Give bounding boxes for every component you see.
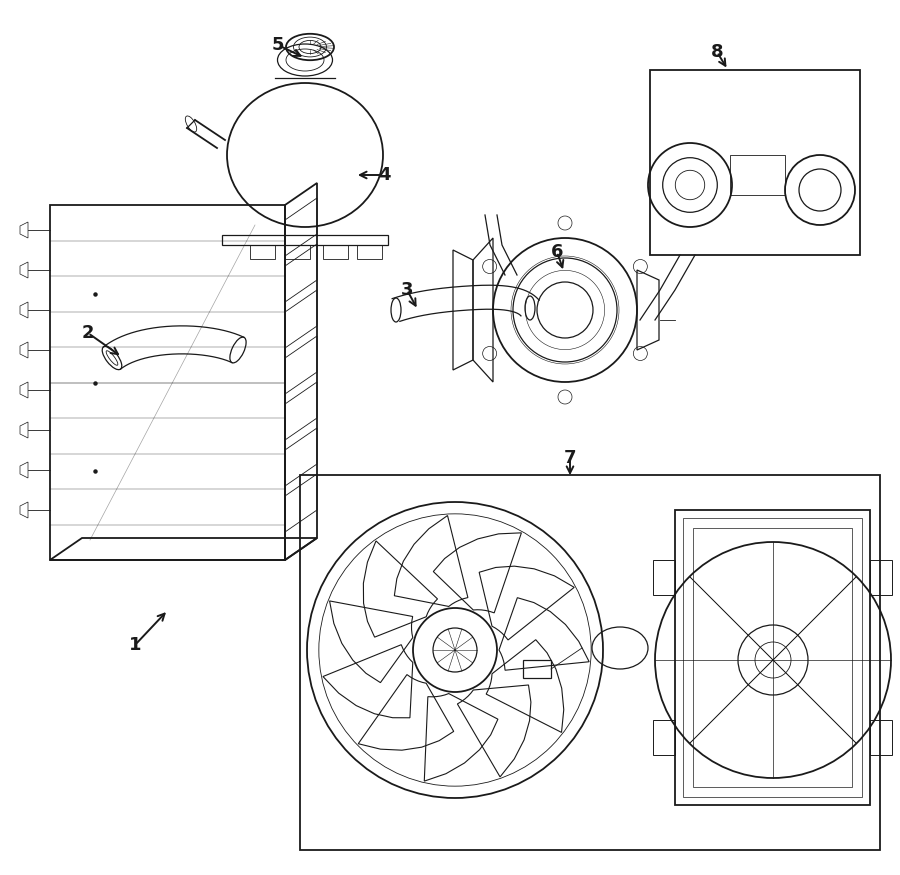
Bar (650, 70, 860, 255)
Bar (300, 475, 880, 850)
Bar (870, 560, 892, 595)
Bar (653, 560, 675, 595)
Bar (730, 155, 785, 195)
Bar (523, 660, 551, 678)
Text: 7: 7 (563, 449, 576, 467)
Bar (870, 720, 892, 755)
Text: 2: 2 (82, 324, 94, 342)
Bar (693, 528, 852, 787)
Text: 6: 6 (551, 243, 563, 261)
Text: 5: 5 (272, 36, 284, 54)
Text: 8: 8 (711, 43, 724, 61)
Text: 1: 1 (129, 636, 141, 654)
Bar (653, 720, 675, 755)
Bar (683, 518, 862, 797)
Text: 4: 4 (378, 166, 391, 184)
Bar (675, 510, 870, 805)
Text: 3: 3 (400, 281, 413, 299)
